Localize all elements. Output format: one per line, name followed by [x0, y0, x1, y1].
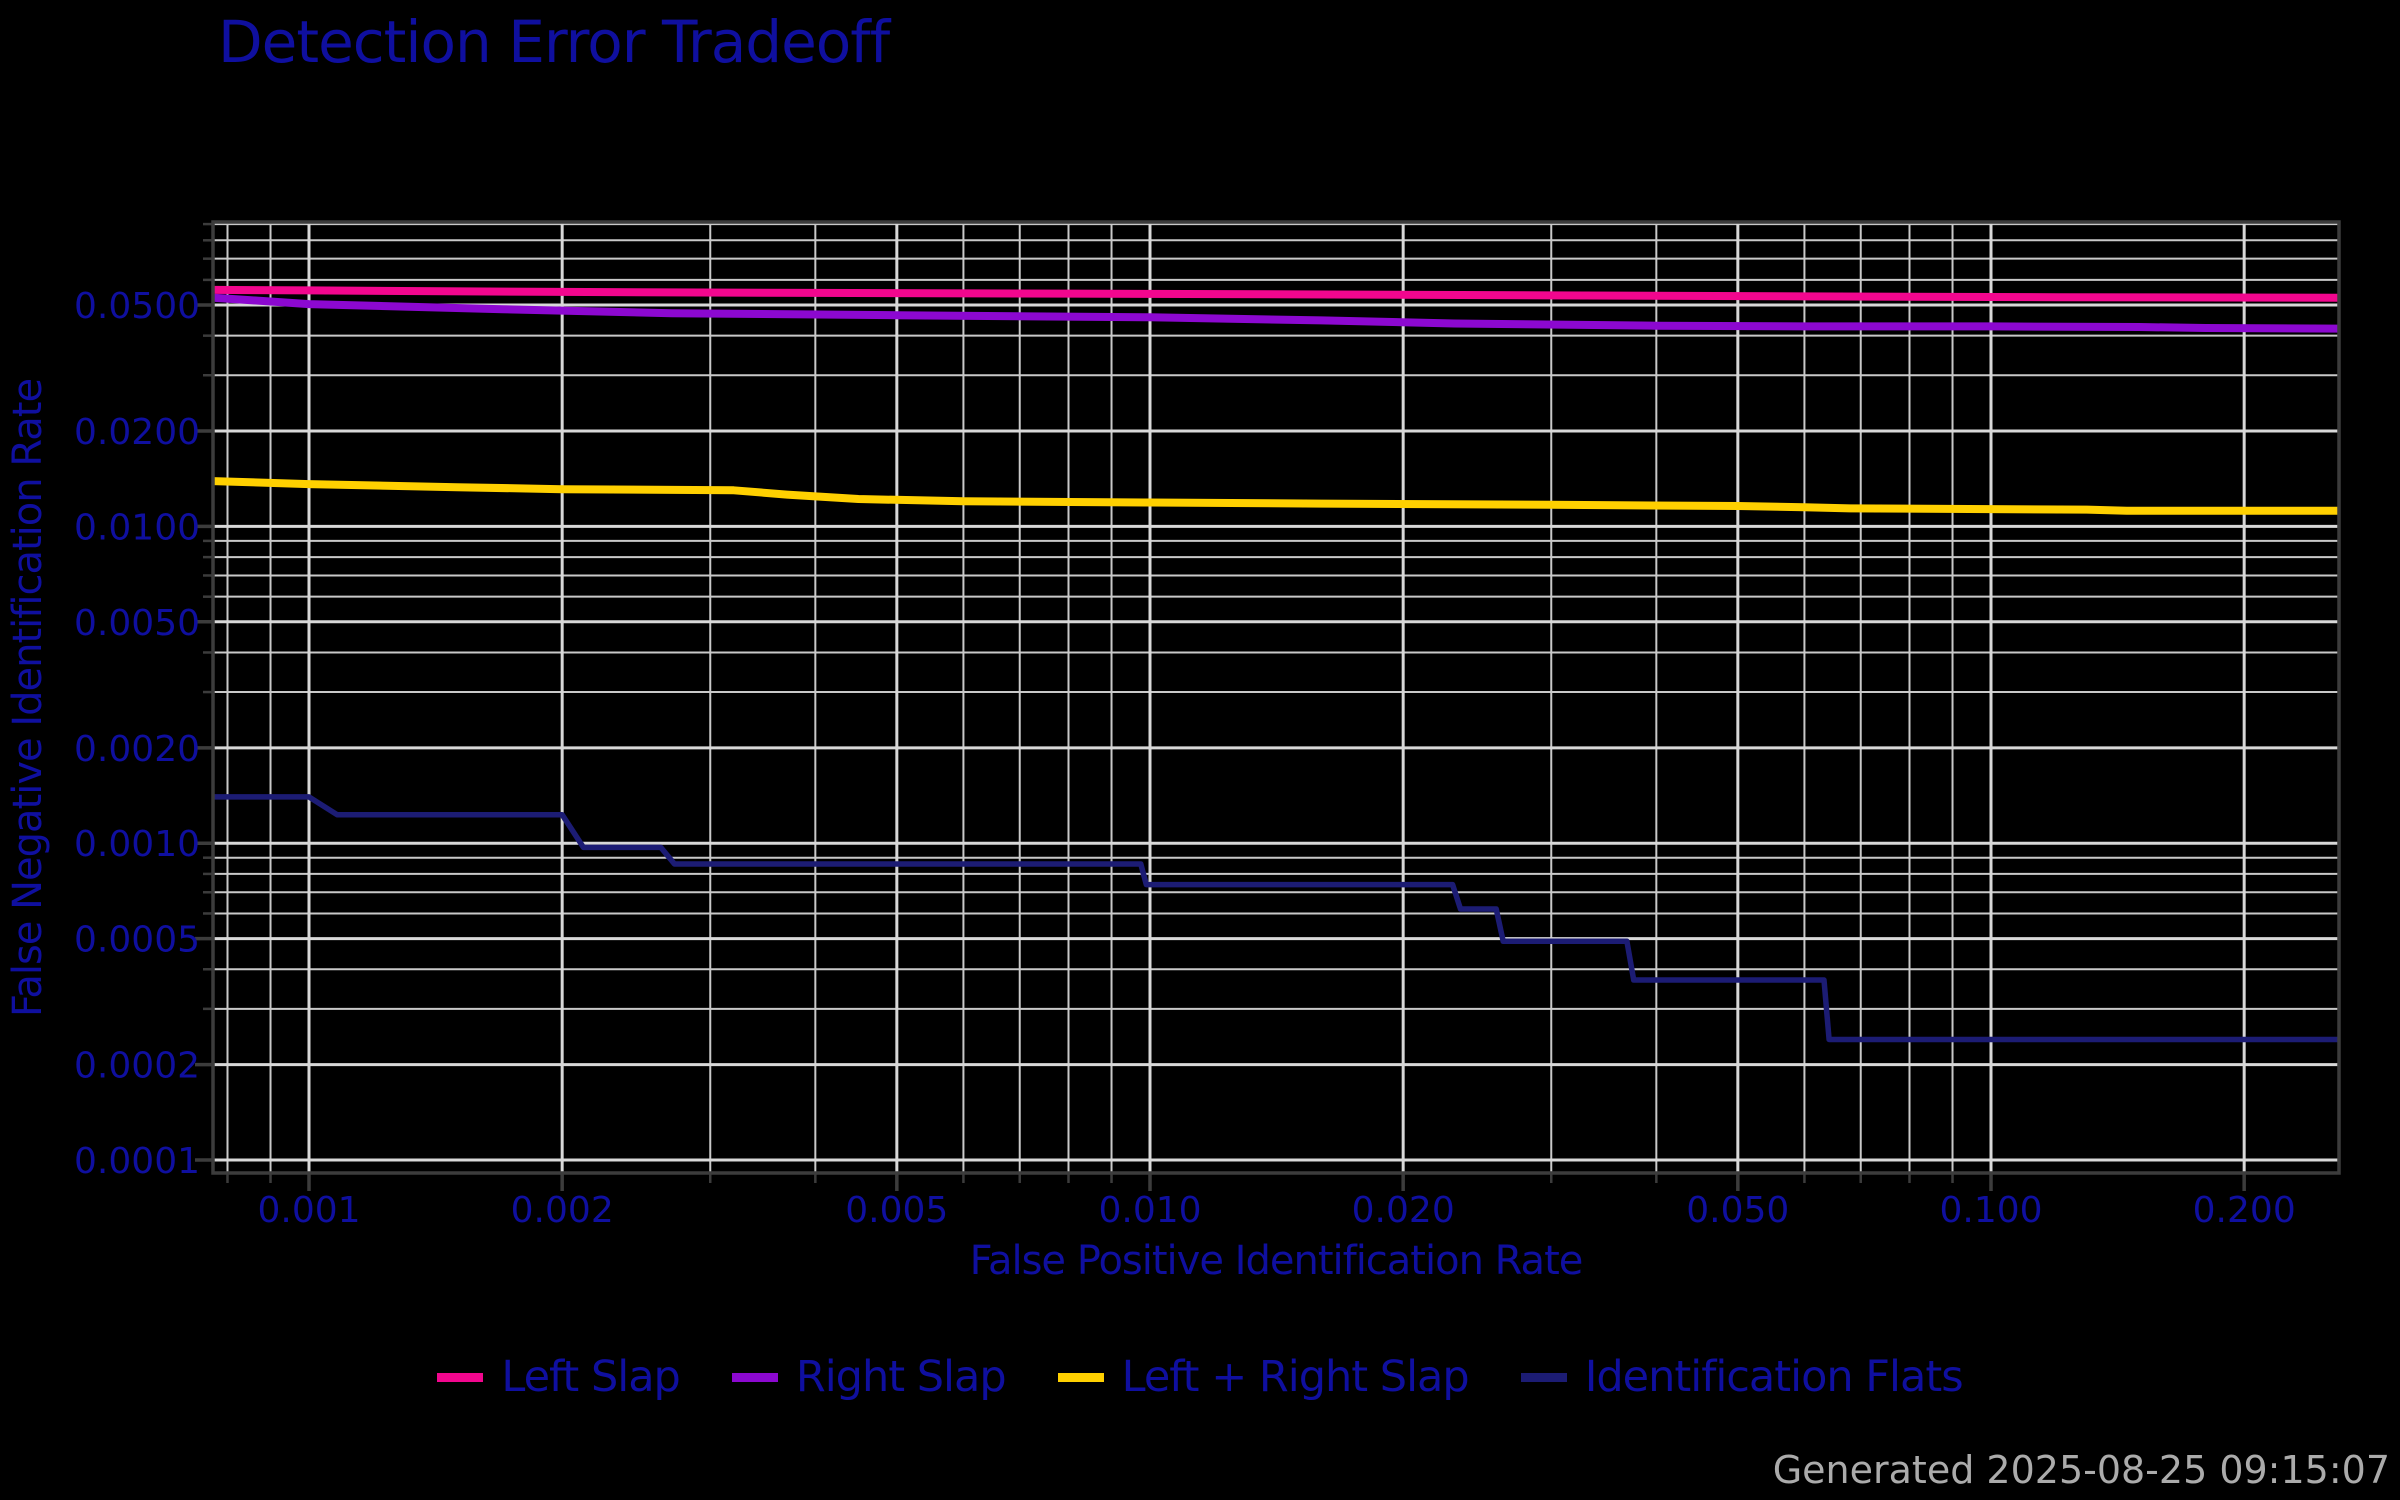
svg-text:0.0002: 0.0002 [74, 1046, 200, 1087]
legend: Left Slap Right Slap Left + Right Slap I… [0, 1352, 2400, 1402]
x-axis-label: False Positive Identification Rate [969, 1238, 1584, 1284]
svg-text:0.0100: 0.0100 [74, 507, 200, 548]
curve-left-right-slap [213, 477, 2339, 515]
legend-label-identification-flats: Identification Flats [1584, 1352, 1964, 1402]
left-slap-line-swatch [437, 1372, 484, 1382]
legend-label-left-right-slap: Left + Right Slap [1121, 1352, 1470, 1402]
legend-item-right-slap: Right Slap [731, 1352, 1007, 1402]
generated-timestamp: Generated 2025-08-25 09:15:07 [1772, 1448, 2390, 1492]
legend-item-left-slap: Left Slap [437, 1352, 681, 1402]
curve-right-slap [213, 293, 2339, 333]
curve-left-slap [213, 285, 2339, 302]
svg-text:0.0005: 0.0005 [74, 920, 200, 961]
svg-text:0.050: 0.050 [1686, 1190, 1789, 1231]
svg-text:0.010: 0.010 [1098, 1190, 1201, 1231]
grid-minor [213, 222, 2339, 1173]
left-right-slap-line-swatch [1057, 1372, 1104, 1382]
legend-item-identification-flats: Identification Flats [1520, 1352, 1964, 1402]
y-tick-labels: 0.0500 0.0200 0.0100 0.0050 0.0020 0.0010 0.00… [74, 286, 200, 1182]
chart-title: Detection Error Tradeoff [218, 8, 890, 76]
axis-ticks [195, 222, 2246, 1191]
plot-spines [211, 220, 2341, 1175]
x-tick-labels: 0.001 0.002 0.005 0.010 0.020 0.050 0.100 0.200 [257, 1190, 2295, 1231]
series-curves [213, 285, 2339, 1043]
identification-flats-line-swatch [1520, 1372, 1567, 1382]
svg-text:0.0500: 0.0500 [74, 286, 200, 327]
svg-text:0.001: 0.001 [257, 1190, 360, 1231]
svg-text:0.200: 0.200 [2193, 1190, 2296, 1231]
svg-text:0.002: 0.002 [511, 1190, 614, 1231]
curve-identification-flats [213, 794, 2339, 1043]
grid-major [213, 222, 2339, 1173]
right-slap-line-swatch [731, 1372, 778, 1382]
svg-text:0.100: 0.100 [1939, 1190, 2042, 1231]
svg-text:0.0020: 0.0020 [74, 729, 200, 770]
legend-item-left-right-slap: Left + Right Slap [1057, 1352, 1470, 1402]
svg-text:0.0010: 0.0010 [74, 824, 200, 865]
legend-label-left-slap: Left Slap [501, 1352, 680, 1402]
svg-text:0.020: 0.020 [1352, 1190, 1455, 1231]
svg-text:0.0200: 0.0200 [74, 412, 200, 453]
legend-label-right-slap: Right Slap [795, 1352, 1007, 1402]
svg-text:0.0001: 0.0001 [74, 1141, 200, 1182]
svg-text:0.0050: 0.0050 [74, 603, 200, 644]
svg-text:0.005: 0.005 [845, 1190, 948, 1231]
